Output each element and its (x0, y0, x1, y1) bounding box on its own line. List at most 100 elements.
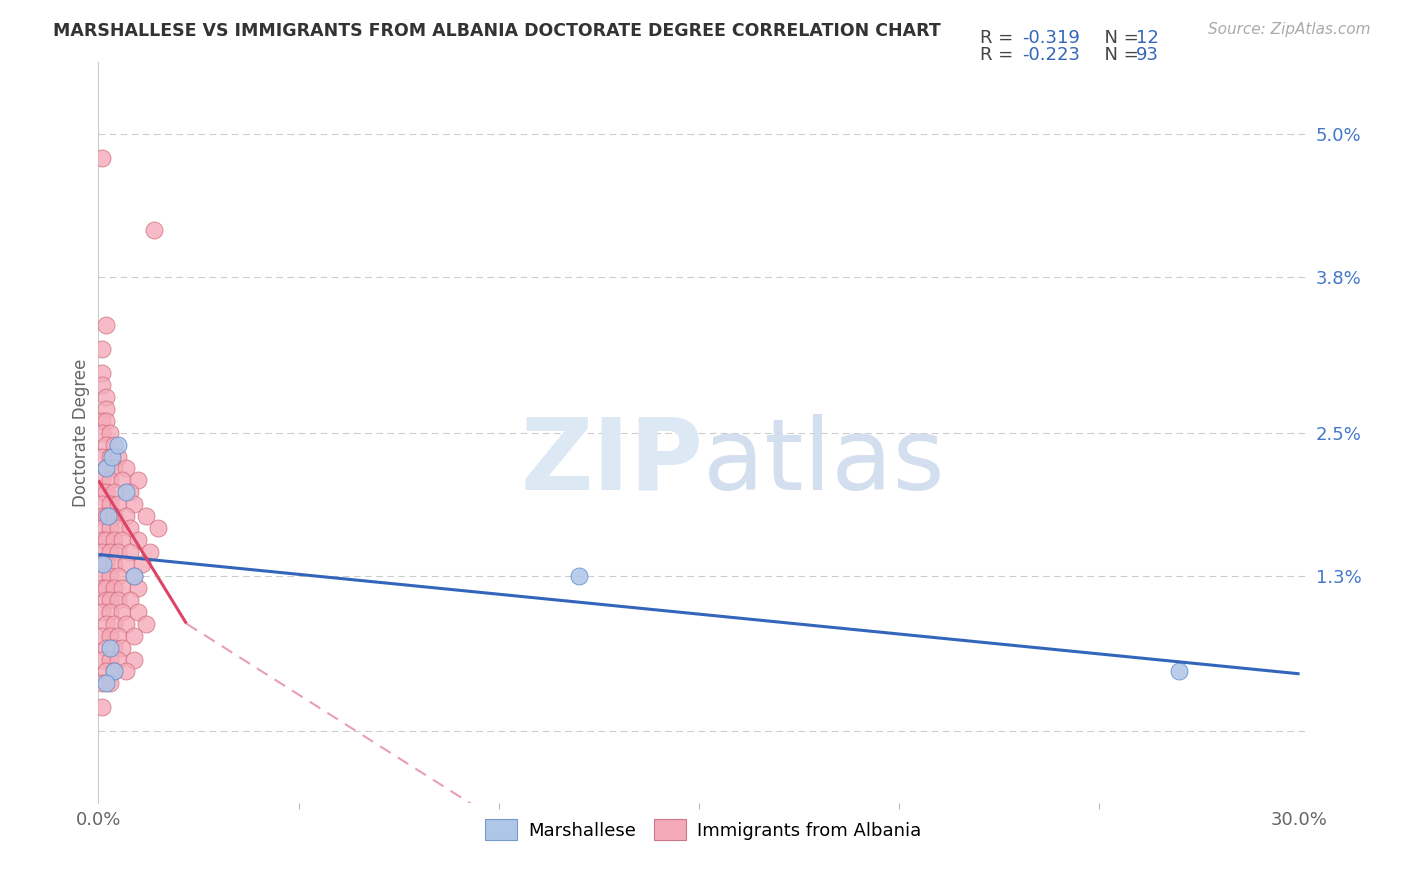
Point (127, 581, 149, 595)
Point (94, 461, 117, 475)
Point (127, 533, 149, 547)
Point (100, 605, 122, 619)
Point (107, 437, 129, 451)
Point (96, 401, 118, 416)
Point (103, 640, 125, 655)
Point (1168, 665, 1191, 679)
Text: 93: 93 (1136, 46, 1159, 64)
Point (120, 592, 142, 607)
Point (91, 545, 114, 559)
Point (139, 545, 162, 559)
Point (103, 581, 125, 595)
Point (107, 450, 129, 464)
Point (96, 461, 118, 475)
Point (100, 425, 122, 440)
Point (91, 557, 114, 571)
Point (100, 676, 122, 690)
Point (131, 557, 153, 571)
Point (96, 533, 118, 547)
Point (120, 521, 142, 535)
Point (107, 545, 129, 559)
Text: ZIP: ZIP (520, 414, 703, 511)
Point (124, 497, 146, 511)
Point (91, 533, 114, 547)
Point (107, 592, 129, 607)
Point (91, 521, 114, 535)
Text: Source: ZipAtlas.com: Source: ZipAtlas.com (1208, 22, 1371, 37)
Point (100, 640, 122, 655)
Text: -0.319: -0.319 (1022, 29, 1080, 47)
Point (103, 557, 125, 571)
Point (96, 592, 118, 607)
Point (103, 509, 125, 524)
Point (91, 342, 114, 356)
Point (91, 676, 114, 690)
Point (100, 652, 122, 666)
Point (91, 425, 114, 440)
Point (91, 509, 114, 524)
Y-axis label: Doctorate Degree: Doctorate Degree (72, 359, 90, 507)
Point (100, 545, 122, 559)
Text: atlas: atlas (703, 414, 945, 511)
Point (91, 450, 114, 464)
Point (111, 605, 134, 619)
Point (96, 485, 118, 500)
Point (96, 557, 118, 571)
Point (100, 592, 122, 607)
Point (107, 652, 129, 666)
Text: -0.223: -0.223 (1022, 46, 1080, 64)
Point (96, 437, 118, 451)
Point (103, 533, 125, 547)
Point (115, 665, 138, 679)
Text: N =: N = (1092, 29, 1144, 47)
Point (100, 521, 122, 535)
Text: R =: R = (980, 29, 1019, 47)
Point (103, 437, 125, 451)
Point (111, 533, 134, 547)
Point (96, 509, 118, 524)
Point (111, 640, 134, 655)
Point (120, 485, 142, 500)
Point (127, 605, 149, 619)
Point (91, 569, 114, 583)
Point (100, 474, 122, 488)
Point (100, 497, 122, 511)
Point (91, 497, 114, 511)
Point (120, 545, 142, 559)
Point (96, 616, 118, 631)
Point (107, 569, 129, 583)
Point (143, 222, 166, 236)
Point (111, 581, 134, 595)
Point (124, 629, 146, 643)
Point (135, 509, 157, 524)
Point (103, 665, 125, 679)
Point (91, 151, 114, 165)
Text: MARSHALLESE VS IMMIGRANTS FROM ALBANIA DOCTORATE DEGREE CORRELATION CHART: MARSHALLESE VS IMMIGRANTS FROM ALBANIA D… (53, 22, 941, 40)
Point (111, 474, 134, 488)
Point (115, 461, 138, 475)
Point (107, 629, 129, 643)
Point (100, 569, 122, 583)
Point (124, 569, 146, 583)
Point (103, 485, 125, 500)
Point (91, 474, 114, 488)
Point (135, 616, 157, 631)
Point (91, 605, 114, 619)
Point (96, 581, 118, 595)
Point (103, 616, 125, 631)
Point (100, 450, 122, 464)
Point (91, 366, 114, 380)
Point (96, 318, 118, 333)
Text: N =: N = (1092, 46, 1144, 64)
Point (103, 665, 125, 679)
Text: R =: R = (980, 46, 1019, 64)
Point (568, 569, 591, 583)
Point (91, 414, 114, 428)
Point (103, 461, 125, 475)
Point (96, 665, 118, 679)
Point (91, 629, 114, 643)
Point (115, 616, 138, 631)
Point (97, 509, 120, 524)
Legend: Marshallese, Immigrants from Albania: Marshallese, Immigrants from Albania (475, 811, 931, 849)
Point (91, 700, 114, 714)
